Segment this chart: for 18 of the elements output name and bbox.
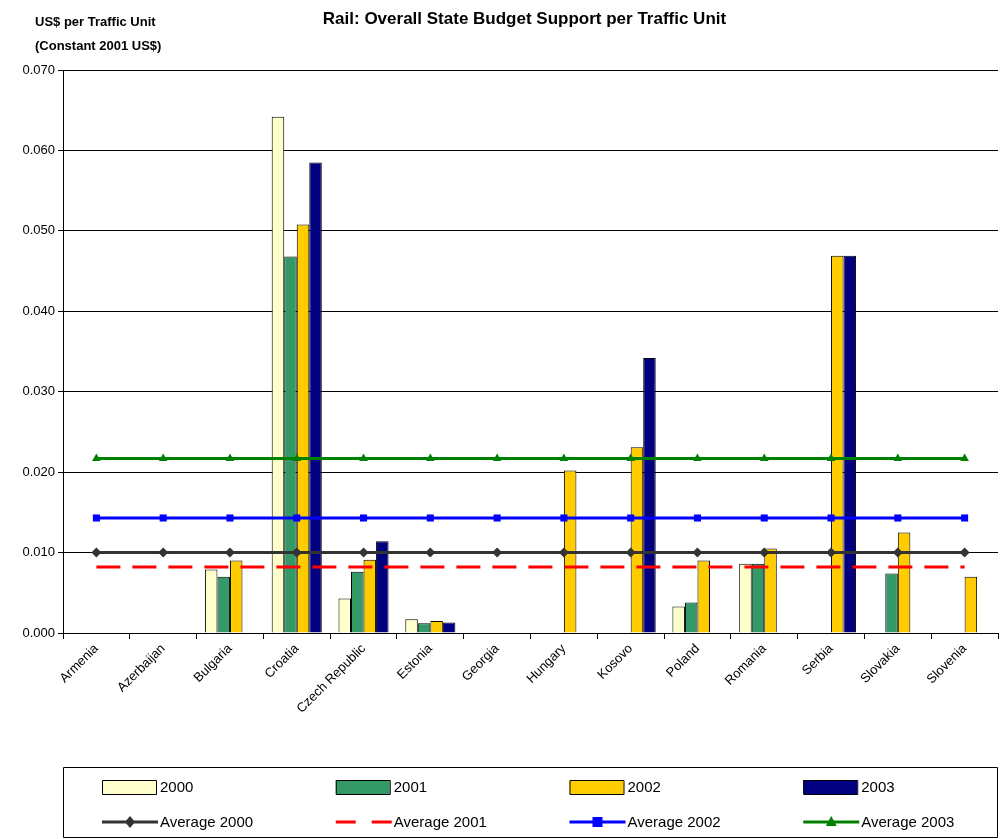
y-tick-label: 0.020 — [22, 463, 55, 479]
y-tick-label: 0.070 — [22, 61, 55, 77]
legend-label: 2003 — [861, 778, 895, 796]
legend-label: Average 2003 — [861, 813, 955, 831]
legend-label: Average 2001 — [393, 813, 487, 831]
y-tick-label: 0.030 — [22, 383, 55, 399]
y-tick-label: 0.010 — [22, 544, 55, 560]
y-tick-label: 0.040 — [22, 302, 55, 318]
legend-label: 2001 — [393, 778, 428, 796]
chart-title: Rail: Overall State Budget Support per Traffic Unit — [322, 8, 727, 28]
y-axis-title: US$ per Traffic Unit (Constant 2001 US$) — [35, 13, 162, 53]
legend-label: Average 2000 — [160, 813, 254, 831]
legend-label: 2000 — [160, 778, 194, 796]
y-tick-label: 0.000 — [22, 624, 55, 640]
legend-label: Average 2002 — [627, 813, 721, 831]
y-tick-label: 0.060 — [22, 142, 55, 158]
legend-label: 2002 — [627, 778, 661, 796]
y-tick-label: 0.050 — [22, 222, 55, 238]
